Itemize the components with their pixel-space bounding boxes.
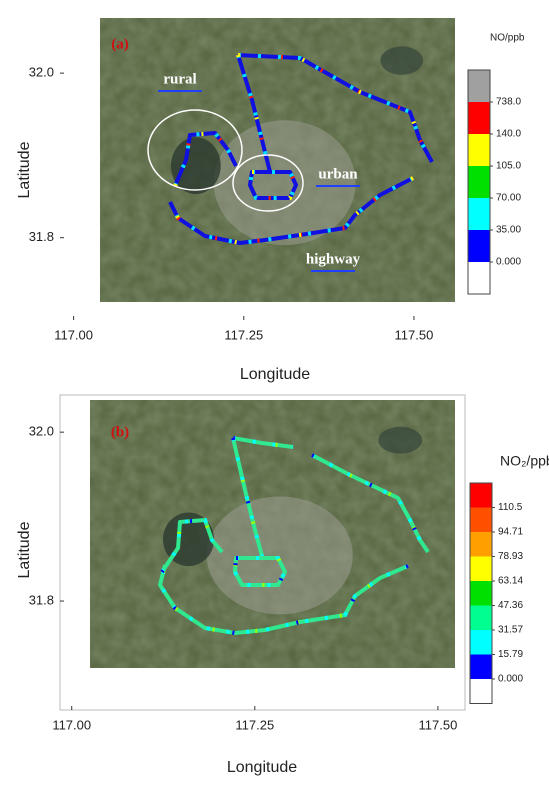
annotation: rural [163,71,196,87]
region-outline [232,154,304,212]
route [160,518,224,574]
panel: 117.00 117.25 117.50 32.0 31.8 Longitude Latit… [16,394,549,776]
colorbar-tick-label: 110.5 [498,502,523,513]
colorbar-tick-label: 70.00 [496,193,521,204]
route [311,453,430,554]
colorbar-bin [470,532,492,557]
x-tick-label: 117.00 [54,327,93,342]
y-tick-label: 31.8 [29,229,54,244]
panel-label: (a) [111,36,129,52]
x-tick-label: 117.00 [52,717,91,732]
colorbar-bin [468,198,490,230]
colorbar-tick-label: 0.000 [498,674,523,685]
colorbar-bin [470,679,492,704]
colorbar-frame [469,482,493,704]
colorbar-tick-label: 105.0 [496,161,521,172]
x-axis-title: Longitude [240,366,310,383]
route [231,437,264,557]
colorbar-bin [470,581,492,606]
x-tick-label: 117.50 [395,327,434,342]
colorbar-bin [468,230,490,262]
colorbar-tick-label: 15.79 [498,649,523,660]
lake [378,426,423,454]
y-tick-label: 32.0 [29,424,54,439]
y-axis-title: Latitude [16,141,33,198]
route [236,54,272,173]
x-axis-title: Longitude [227,759,297,776]
lake [171,137,221,195]
colorbar-bin [468,262,490,294]
route [232,436,294,449]
colorbar-bin [470,654,492,679]
y-tick-label: 32.0 [29,65,54,80]
urban-area [213,120,356,246]
x-tick-label: 117.25 [224,327,263,342]
colorbar-tick-label: 94.71 [498,527,523,538]
colorbar-bin [468,102,490,134]
colorbar-tick-label: 47.36 [498,600,523,611]
colorbar-title: NO/ppb [490,33,525,44]
axes-frame [59,394,466,711]
colorbar-bin [468,166,490,198]
x-tick-label: 117.25 [235,717,274,732]
colorbar-bin [468,70,490,102]
colorbar-tick-label: 0.000 [496,257,521,268]
route-accent [173,130,238,187]
route [237,53,434,163]
colorbar-tick-label: 140.0 [496,129,521,140]
colorbar-tick-label: 738.0 [496,97,521,108]
colorbar-frame [467,69,491,295]
colorbar-tick-label: 31.57 [498,625,523,636]
y-axis-title: Latitude [16,521,33,578]
colorbar-bin [470,556,492,581]
y-tick-label: 31.8 [29,592,54,607]
region-outline [147,109,243,191]
x-tick-label: 117.50 [419,717,458,732]
annotation: urban [318,166,358,182]
lake [380,46,424,75]
colorbar-bin [470,605,492,630]
colorbar-bin [470,507,492,532]
route-accent [247,170,299,200]
colorbar-tick-label: 35.00 [496,225,521,236]
panel: 117.00 117.25 117.50 32.0 31.8 Longitude Latit… [16,18,525,383]
colorbar-bin [470,483,492,508]
route-accent [232,556,288,587]
colorbar-tick-label: 63.14 [498,576,523,587]
annotation: highway [306,251,361,267]
colorbar-bin [468,134,490,166]
colorbar-title: NO₂/ppb [500,453,549,469]
route [158,564,409,635]
panel-label: (b) [111,424,129,440]
colorbar-bin [470,630,492,655]
route [168,176,414,245]
urban-area [206,496,353,615]
colorbar-tick-label: 78.93 [498,551,523,562]
